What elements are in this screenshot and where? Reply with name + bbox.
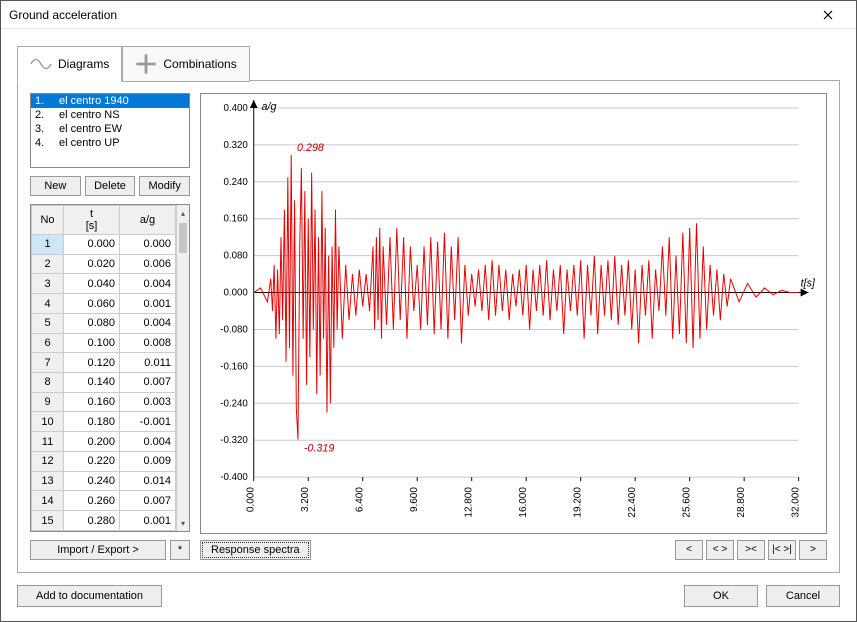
window-title: Ground acceleration	[9, 8, 117, 22]
nav-button[interactable]: >	[799, 540, 827, 560]
table-row[interactable]: 50.0800.004	[32, 313, 176, 333]
svg-text:-0.160: -0.160	[220, 361, 248, 372]
svg-text:t[s]: t[s]	[801, 277, 816, 289]
svg-text:0.320: 0.320	[223, 140, 248, 151]
delete-button[interactable]: Delete	[85, 176, 136, 196]
table-row[interactable]: 130.2400.014	[32, 471, 176, 491]
table-row[interactable]: 20.0200.006	[32, 254, 176, 274]
table-row[interactable]: 70.1200.011	[32, 353, 176, 373]
data-grid[interactable]: Not[s]a/g10.0000.00020.0200.00630.0400.0…	[30, 204, 190, 532]
table-row[interactable]: 90.1600.003	[32, 392, 176, 412]
grid-scrollbar[interactable]: ▴ ▾	[176, 205, 189, 531]
table-row[interactable]: 10.0000.000	[32, 235, 176, 255]
add-to-documentation-button[interactable]: Add to documentation	[17, 585, 162, 607]
close-button[interactable]	[808, 1, 848, 28]
chart: -0.400 -0.320 -0.240 -0.160 -0.080 0.000 0.080…	[201, 94, 826, 533]
chart-area: -0.400 -0.320 -0.240 -0.160 -0.080 0.000 0.080…	[200, 93, 827, 534]
svg-text:-0.320: -0.320	[220, 435, 248, 446]
diagram-list-item[interactable]: 3.el centro EW	[31, 122, 189, 136]
svg-text:0.240: 0.240	[223, 177, 248, 188]
modify-button[interactable]: Modify	[139, 176, 190, 196]
table-row[interactable]: 110.2000.004	[32, 432, 176, 452]
svg-text:16.000: 16.000	[518, 487, 529, 518]
import-export-button[interactable]: Import / Export >	[30, 540, 166, 560]
svg-text:-0.240: -0.240	[220, 398, 248, 409]
new-button[interactable]: New	[30, 176, 81, 196]
svg-text:32.000: 32.000	[791, 487, 802, 518]
table-row[interactable]: 60.1000.008	[32, 333, 176, 353]
ok-button[interactable]: OK	[684, 585, 758, 607]
tab-diagrams-label: Diagrams	[58, 57, 109, 71]
table-row[interactable]: 80.1400.007	[32, 373, 176, 393]
grid-header: a/g	[120, 206, 176, 235]
svg-text:6.400: 6.400	[355, 487, 366, 512]
svg-text:12.800: 12.800	[464, 487, 475, 518]
diagram-list[interactable]: 1.el centro 19402.el centro NS3.el centr…	[30, 93, 190, 168]
svg-text:a/g: a/g	[262, 101, 277, 113]
nav-button[interactable]: <	[675, 540, 703, 560]
footer: Add to documentation OK Cancel	[17, 585, 840, 607]
svg-text:0.298: 0.298	[297, 142, 324, 154]
star-button[interactable]: *	[170, 540, 190, 560]
grid-header: t[s]	[64, 206, 120, 235]
svg-text:19.200: 19.200	[573, 487, 584, 518]
scroll-thumb[interactable]	[179, 223, 187, 253]
table-row[interactable]: 40.0600.001	[32, 294, 176, 314]
tab-combinations-label: Combinations	[163, 57, 236, 71]
svg-text:0.160: 0.160	[223, 214, 248, 225]
diagram-list-item[interactable]: 2.el centro NS	[31, 108, 189, 122]
svg-text:-0.319: -0.319	[304, 443, 334, 455]
svg-text:0.000: 0.000	[246, 487, 257, 512]
svg-text:-0.400: -0.400	[220, 472, 248, 483]
nav-button[interactable]: |< >|	[768, 540, 796, 560]
table-row[interactable]: 140.2600.007	[32, 491, 176, 511]
svg-text:9.600: 9.600	[409, 487, 420, 512]
sine-wave-icon	[30, 53, 52, 75]
tab-diagrams[interactable]: Diagrams	[17, 46, 122, 82]
table-row[interactable]: 30.0400.004	[32, 274, 176, 294]
svg-text:25.600: 25.600	[682, 487, 693, 518]
diagram-list-item[interactable]: 1.el centro 1940	[31, 94, 189, 108]
svg-text:28.800: 28.800	[736, 487, 747, 518]
svg-text:0.400: 0.400	[223, 103, 248, 114]
tab-combinations[interactable]: Combinations	[122, 46, 249, 82]
svg-text:3.200: 3.200	[300, 487, 311, 512]
table-row[interactable]: 120.2200.009	[32, 451, 176, 471]
plus-icon	[135, 53, 157, 75]
response-spectra-button[interactable]: Response spectra	[200, 540, 311, 560]
table-row[interactable]: 150.2800.001	[32, 511, 176, 531]
cancel-button[interactable]: Cancel	[766, 585, 840, 607]
scroll-down-icon[interactable]: ▾	[177, 515, 189, 531]
grid-header: No	[32, 206, 64, 235]
scroll-up-icon[interactable]: ▴	[177, 205, 189, 221]
nav-button[interactable]: ><	[737, 540, 765, 560]
diagram-list-item[interactable]: 4.el centro UP	[31, 136, 189, 150]
svg-text:-0.080: -0.080	[220, 324, 248, 335]
table-row[interactable]: 100.180-0.001	[32, 412, 176, 432]
titlebar: Ground acceleration	[1, 1, 856, 29]
nav-buttons: << >><|< >|>	[675, 540, 827, 560]
svg-text:22.400: 22.400	[627, 487, 638, 518]
main-panel: 1.el centro 19402.el centro NS3.el centr…	[17, 81, 840, 573]
svg-text:0.000: 0.000	[223, 287, 248, 298]
nav-button[interactable]: < >	[706, 540, 734, 560]
tab-bar: Diagrams Combinations	[1, 29, 856, 81]
svg-text:0.080: 0.080	[223, 251, 248, 262]
close-icon	[823, 10, 833, 20]
